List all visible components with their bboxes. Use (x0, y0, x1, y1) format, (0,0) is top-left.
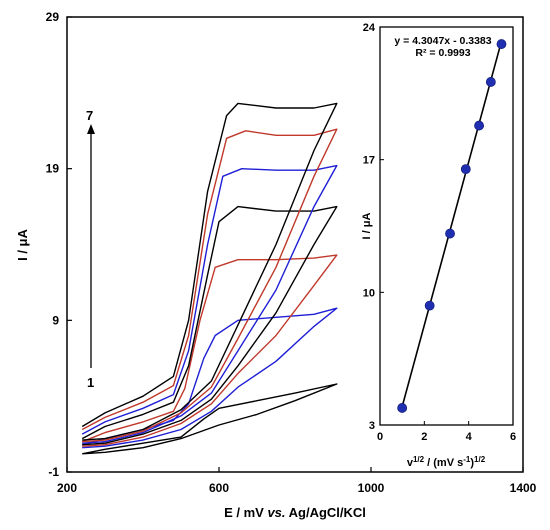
data-point (445, 228, 455, 239)
r-squared: R² = 0.9993 (415, 47, 470, 59)
inset-background (362, 21, 518, 436)
inset-y-tick-label: 17 (363, 155, 375, 167)
data-point (397, 403, 408, 413)
inset-y-tick-label: 10 (363, 287, 375, 299)
data-point (424, 300, 435, 311)
cv-curve-4 (81, 205, 338, 446)
data-point (460, 164, 471, 175)
main-y-tick-label: 19 (46, 162, 60, 176)
fit-equation: y = 4.3047x - 0.3383 (394, 35, 491, 47)
cv-curve-5 (81, 164, 338, 444)
inset-x-tick-label: 6 (510, 431, 516, 443)
inset-points (397, 39, 507, 413)
inset-y-tick-label: 24 (363, 22, 376, 34)
main-curves (81, 102, 338, 455)
arrow-start-label: 1 (87, 375, 94, 390)
main-ticks: 200 600 1000 1400 -1 9 19 29 (46, 10, 537, 495)
trend-arrow (87, 124, 95, 368)
main-x-tick-label: 1000 (358, 481, 385, 495)
inset-fit-line (401, 41, 503, 407)
main-x-tick-label: 600 (209, 481, 229, 495)
inset-x-tick-label: 4 (466, 431, 473, 443)
main-y-axis-label: I / μA (15, 228, 30, 260)
main-x-axis-label: E / mV vs. Ag/AgCl/KCl (224, 505, 366, 520)
inset-x-axis-label: v1/2 / (mV s-1)1/2 (407, 455, 486, 470)
main-x-tick-label: 200 (57, 481, 77, 495)
data-point (485, 77, 496, 87)
cv-curve-6 (81, 128, 338, 443)
data-point (496, 39, 507, 49)
main-y-tick-label: 9 (52, 313, 59, 327)
cv-curve-7 (81, 102, 338, 441)
data-point (474, 120, 484, 131)
main-chart: 200 600 1000 1400 -1 9 19 29 1 7 E / mV vs. Ag/… (15, 10, 537, 520)
inset-x-tick-label: 2 (421, 431, 427, 443)
arrow-end-label: 7 (86, 108, 93, 123)
cv-curve-3 (81, 254, 338, 447)
cv-curve-1 (82, 383, 338, 455)
fit-line (401, 41, 503, 407)
inset-plot-frame (379, 26, 514, 426)
main-plot-frame (66, 16, 524, 473)
cv-curve-2 (82, 307, 338, 449)
inset-x-tick-label: 0 (377, 431, 383, 443)
inset-y-axis-label: I / μA (361, 212, 373, 239)
inset-y-tick-label: 3 (369, 420, 375, 432)
main-y-tick-label: -1 (48, 465, 59, 479)
main-x-tick-label: 1400 (510, 481, 537, 495)
main-y-tick-label: 29 (46, 10, 60, 24)
